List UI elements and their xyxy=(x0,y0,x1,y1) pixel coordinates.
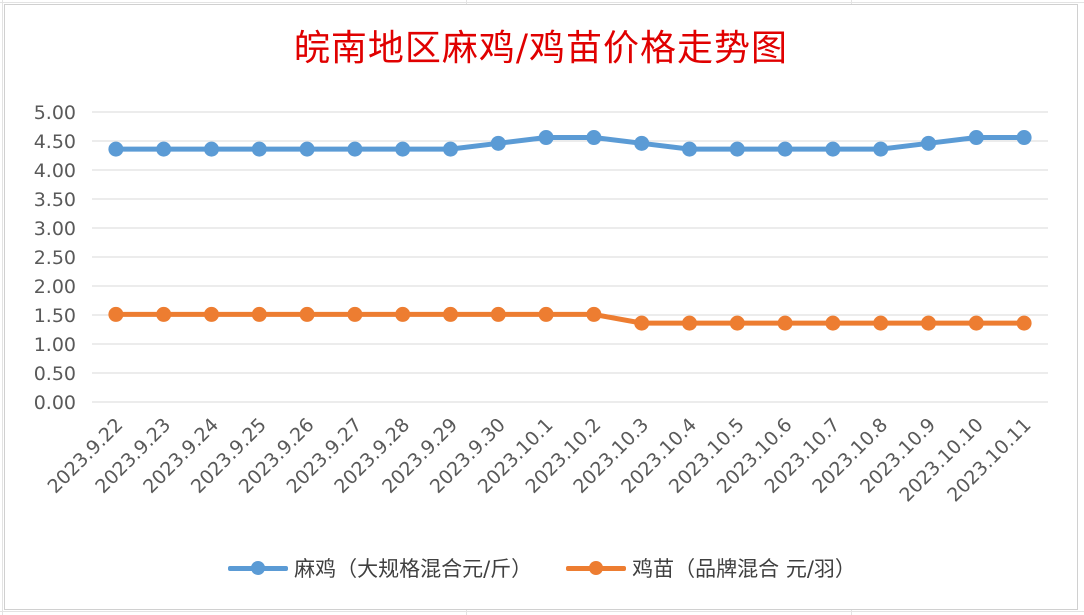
series-1-point xyxy=(443,141,458,157)
y-tick-label: 3.50 xyxy=(34,189,76,211)
legend-entry-series-2[interactable]: 鸡苗（品牌混合 元/羽） xyxy=(566,553,856,583)
series-2-point xyxy=(729,315,745,331)
series-2-point xyxy=(108,306,124,322)
series-1-point xyxy=(251,141,267,157)
series-1-point xyxy=(968,130,984,146)
series-2-point xyxy=(490,306,506,322)
series-line-2 xyxy=(113,311,1027,326)
series-2-point xyxy=(395,306,411,322)
series-2-point xyxy=(156,306,172,322)
series-1-point xyxy=(921,135,936,151)
series-2-point xyxy=(682,315,697,331)
chart-area[interactable]: 皖南地区麻鸡/鸡苗价格走势图 xyxy=(4,4,1078,610)
y-tick-label: 3.00 xyxy=(34,218,76,240)
chart-title: 皖南地区麻鸡/鸡苗价格走势图 xyxy=(293,28,789,69)
legend-label-series-1: 麻鸡（大规格混合元/斤） xyxy=(294,557,533,581)
series-1-point xyxy=(538,130,554,146)
series-2-point xyxy=(443,306,458,322)
series-2-point xyxy=(777,315,793,331)
series-2-point xyxy=(347,306,363,322)
legend: 麻鸡（大规格混合元/斤） 鸡苗（品牌混合 元/羽） xyxy=(0,552,1084,584)
series-1-point xyxy=(682,141,697,157)
series-1-point xyxy=(299,141,315,157)
series-2-point xyxy=(251,306,267,322)
legend-swatch-series-2 xyxy=(566,558,627,578)
series-1-point xyxy=(634,135,650,151)
y-tick-label: 2.00 xyxy=(34,276,76,298)
series-2-point xyxy=(921,315,936,331)
series-2-point xyxy=(204,306,219,322)
series-2-point xyxy=(825,315,841,331)
legend-swatch-series-1 xyxy=(228,558,289,578)
series-1-point xyxy=(777,141,793,157)
series-2-point xyxy=(968,315,984,331)
y-tick-label: 0.00 xyxy=(34,392,76,414)
series-2-point xyxy=(1016,315,1032,331)
series-line-1 xyxy=(113,135,1027,152)
legend-label-series-2: 鸡苗（品牌混合 元/羽） xyxy=(632,557,856,581)
series-1-point xyxy=(156,141,172,157)
series-1-point xyxy=(873,141,889,157)
series-1-point xyxy=(490,135,506,151)
series-1-point xyxy=(729,141,745,157)
sheet-gridline xyxy=(0,611,1084,612)
series-2-point xyxy=(538,306,554,322)
y-tick-label: 5.00 xyxy=(34,102,76,124)
y-tick-label: 4.00 xyxy=(34,160,76,182)
sheet-gridline xyxy=(0,2,1084,3)
y-tick-label: 2.50 xyxy=(34,247,76,269)
y-tick-label: 4.50 xyxy=(34,131,76,153)
y-tick-label: 0.50 xyxy=(34,363,76,385)
series-1-point xyxy=(825,141,841,157)
series-2-point xyxy=(634,315,650,331)
series-1-point xyxy=(347,141,363,157)
y-tick-label: 1.00 xyxy=(34,334,76,356)
series-1-point xyxy=(586,130,602,146)
series-1-point xyxy=(108,141,124,157)
series-1-point xyxy=(395,141,411,157)
sheet-gridline xyxy=(2,0,3,615)
series-2-point xyxy=(586,306,602,322)
series-2-point xyxy=(299,306,315,322)
series-1-point xyxy=(1016,130,1032,146)
legend-entry-series-1[interactable]: 麻鸡（大规格混合元/斤） xyxy=(228,553,532,583)
series-2-point xyxy=(873,315,889,331)
y-tick-label: 1.50 xyxy=(34,305,76,327)
series-1-point xyxy=(204,141,219,157)
